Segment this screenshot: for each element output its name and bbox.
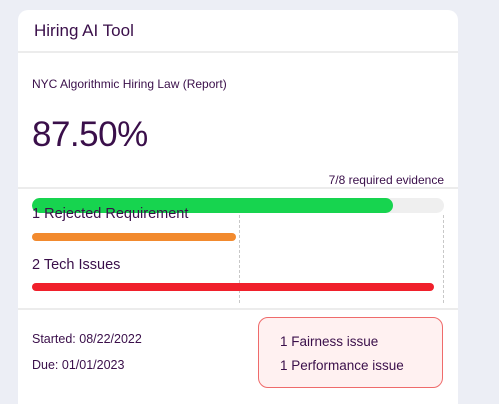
tech-issues-tooltip: 1 Fairness issue 1 Performance issue (258, 317, 443, 388)
card-header: Hiring AI Tool (18, 10, 458, 53)
report-section: NYC Algorithmic Hiring Law (Report) 87.5… (18, 53, 458, 213)
rejected-requirement-bar[interactable] (32, 233, 236, 241)
dates-section: Started: 08/22/2022 Due: 01/01/2023 (18, 310, 458, 400)
report-name: NYC Algorithmic Hiring Law (Report) (32, 77, 227, 91)
gridline-end (443, 215, 444, 303)
tech-issues-bar[interactable] (32, 283, 434, 291)
due-date: Due: 01/01/2023 (32, 358, 125, 372)
compliance-progress-fill (32, 198, 393, 213)
tooltip-fairness-issue: 1 Fairness issue (280, 334, 379, 349)
gridline-mid (239, 215, 240, 303)
rejected-requirement-label[interactable]: 1 Rejected Requirement (32, 206, 189, 222)
tech-issues-label[interactable]: 2 Tech Issues (32, 257, 121, 273)
started-date: Started: 08/22/2022 (32, 332, 142, 346)
evidence-count: 7/8 required evidence (328, 173, 444, 187)
compliance-score: 87.50% (32, 115, 148, 154)
hiring-ai-tool-card[interactable]: Hiring AI Tool NYC Algorithmic Hiring La… (18, 10, 458, 404)
card-title: Hiring AI Tool (34, 20, 134, 40)
issues-section: 1 Rejected Requirement 2 Tech Issues (18, 189, 458, 310)
compliance-progress-bar (32, 198, 444, 213)
tooltip-performance-issue: 1 Performance issue (280, 358, 404, 373)
